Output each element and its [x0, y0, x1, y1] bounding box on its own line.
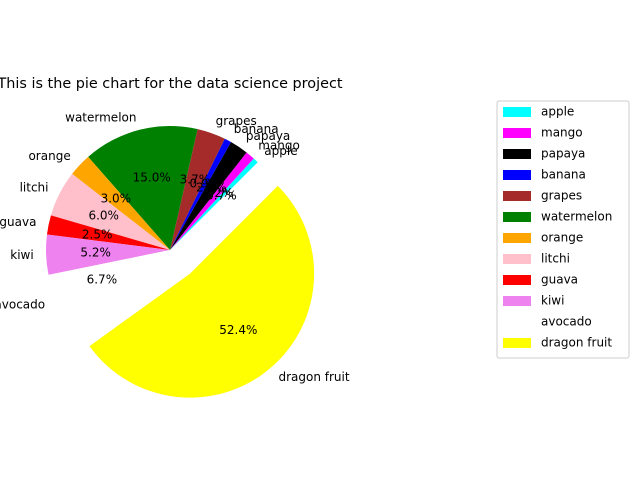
slice-label-kiwi: kiwi — [10, 248, 33, 262]
slice-label-orange: orange — [28, 149, 70, 163]
slice-pct-mango: 1.2% — [203, 186, 234, 200]
pie-slice-dragon-fruit — [89, 185, 315, 398]
slice-label-grapes: grapes — [216, 114, 257, 128]
slice-label-dragon-fruit: dragon fruit — [278, 370, 349, 384]
slice-label-papaya: papaya — [246, 129, 290, 143]
legend-swatch-orange — [503, 233, 531, 243]
legend-swatch-kiwi — [503, 296, 531, 306]
legend-swatch-banana — [503, 170, 531, 180]
slice-pct-banana: 0.9% — [190, 177, 221, 191]
slice-pct-grapes: 3.7% — [180, 172, 211, 186]
pie-slice-watermelon — [88, 126, 198, 250]
legend-frame — [496, 100, 630, 359]
pie-slice-litchi — [50, 173, 170, 250]
slice-label-avocado: avocado — [0, 297, 45, 311]
legend-label-guava: guava — [541, 273, 578, 287]
pie-percent-labels: 0.7%1.2%2.4%0.9%3.7% 15.0%3.0% 6.0% 2.5% 5.2… — [80, 170, 257, 336]
legend-swatch-mango — [503, 128, 531, 138]
chart-title: This is the pie chart for the data scien… — [0, 76, 343, 92]
slice-pct-dragon-fruit: 52.4% — [219, 323, 257, 337]
slice-pct-kiwi: 5.2% — [80, 245, 111, 259]
legend: apple mango papaya banana grapes watermelon or… — [496, 100, 630, 359]
pie-slice-orange — [72, 156, 170, 250]
pie-slice-avocado — [48, 250, 171, 323]
legend-label-apple: apple — [541, 105, 574, 119]
slice-label-apple: apple — [264, 144, 297, 158]
slice-label-mango: mango — [258, 138, 300, 152]
pie-slice-grapes — [170, 129, 225, 250]
pie-slice-kiwi — [46, 234, 170, 275]
legend-swatch-dragon-fruit — [503, 338, 531, 348]
slice-pct-litchi: 6.0% — [88, 209, 119, 223]
pie-slice-apple — [170, 158, 258, 250]
pie-slice-banana — [170, 138, 232, 250]
legend-label-orange: orange — [541, 231, 583, 245]
slice-pct-watermelon: 15.0% — [133, 170, 171, 184]
pie-slice-mango — [170, 152, 254, 250]
slice-label-litchi: litchi — [20, 180, 49, 194]
pie-slice-guava — [46, 215, 170, 250]
slice-pct-guava: 2.5% — [82, 227, 113, 241]
slice-pct-apple: 0.7% — [206, 189, 237, 203]
legend-label-avocado: avocado — [541, 315, 592, 329]
slice-pct-avocado: 6.7% — [87, 272, 118, 286]
slice-pct-papaya: 2.4% — [196, 181, 227, 195]
legend-label-dragon-fruit: dragon fruit — [541, 336, 612, 350]
legend-swatch-avocado — [503, 317, 531, 327]
legend-label-watermelon: watermelon — [541, 210, 612, 224]
pie-slices — [46, 126, 315, 398]
slice-label-watermelon: watermelon — [65, 110, 136, 124]
legend-label-litchi: litchi — [541, 252, 570, 266]
legend-label-mango: mango — [541, 126, 583, 140]
legend-swatch-grapes — [503, 191, 531, 201]
legend-label-grapes: grapes — [541, 189, 582, 203]
legend-swatch-papaya — [503, 149, 531, 159]
legend-swatch-apple — [503, 107, 531, 117]
legend-label-papaya: papaya — [541, 147, 585, 161]
pie-slice-papaya — [170, 142, 247, 250]
legend-swatch-watermelon — [503, 212, 531, 222]
legend-swatch-litchi — [503, 254, 531, 264]
slice-label-banana: banana — [234, 122, 279, 136]
legend-label-kiwi: kiwi — [541, 294, 564, 308]
slice-pct-orange: 3.0% — [101, 191, 132, 205]
legend-swatch-guava — [503, 275, 531, 285]
legend-label-banana: banana — [541, 168, 586, 182]
slice-label-guava: guava — [0, 215, 36, 229]
